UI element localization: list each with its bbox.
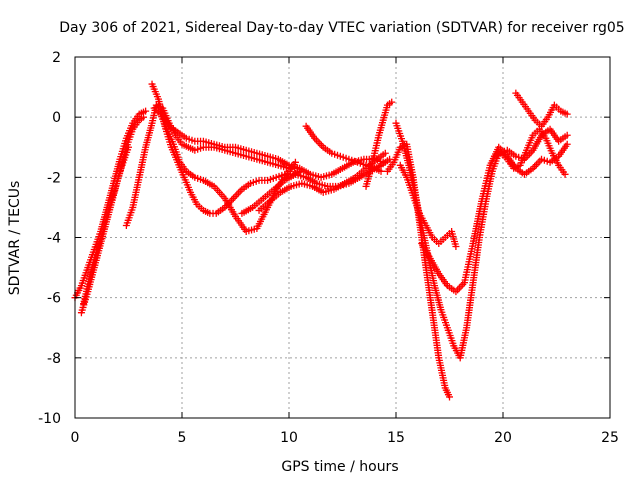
data-point	[125, 143, 132, 151]
data-point	[381, 149, 389, 157]
x-tick-label: 20	[494, 430, 512, 446]
data-point	[563, 110, 571, 118]
data-point	[139, 113, 147, 121]
data-point	[388, 98, 396, 106]
data-point	[563, 140, 571, 148]
series-arc-9	[255, 149, 389, 214]
series-arc-16	[490, 125, 569, 178]
x-tick-label: 15	[387, 430, 405, 446]
data-point	[446, 393, 453, 401]
y-tick-label: 2	[52, 50, 61, 66]
x-tick-label: 0	[71, 430, 80, 446]
x-tick-label: 5	[178, 430, 187, 446]
y-axis-title: SDTVAR / TECUs	[7, 181, 23, 296]
series-arc-10	[302, 122, 385, 175]
series-arc-17	[512, 89, 571, 130]
data-point	[563, 131, 571, 139]
x-axis-title: GPS time / hours	[281, 459, 398, 475]
grid	[75, 57, 610, 418]
series-arc-11	[362, 98, 396, 190]
data-point	[291, 158, 299, 166]
y-tick-label: 0	[52, 110, 61, 126]
series-arc-14	[396, 161, 460, 251]
x-tick-label: 25	[601, 430, 619, 446]
data-point	[452, 243, 460, 251]
series-arc-7	[157, 107, 387, 181]
y-tick-label: -8	[47, 351, 61, 367]
axis-ticks: 0 5 10 15 20 25 -10 -8 -6 -4 -2 0 2	[38, 50, 619, 446]
data-point	[142, 107, 150, 115]
y-tick-label: -6	[47, 291, 61, 307]
data-point	[561, 170, 569, 178]
y-tick-label: -10	[38, 411, 61, 427]
data-point	[377, 167, 385, 175]
x-tick-label: 10	[280, 430, 298, 446]
series-arc-3	[80, 143, 132, 308]
data-marks	[71, 80, 571, 401]
y-tick-label: -4	[47, 231, 61, 247]
y-tick-label: -2	[47, 170, 61, 186]
chart-title: Day 306 of 2021, Sidereal Day-to-day VTE…	[59, 20, 624, 36]
series-arc-6	[150, 104, 299, 235]
